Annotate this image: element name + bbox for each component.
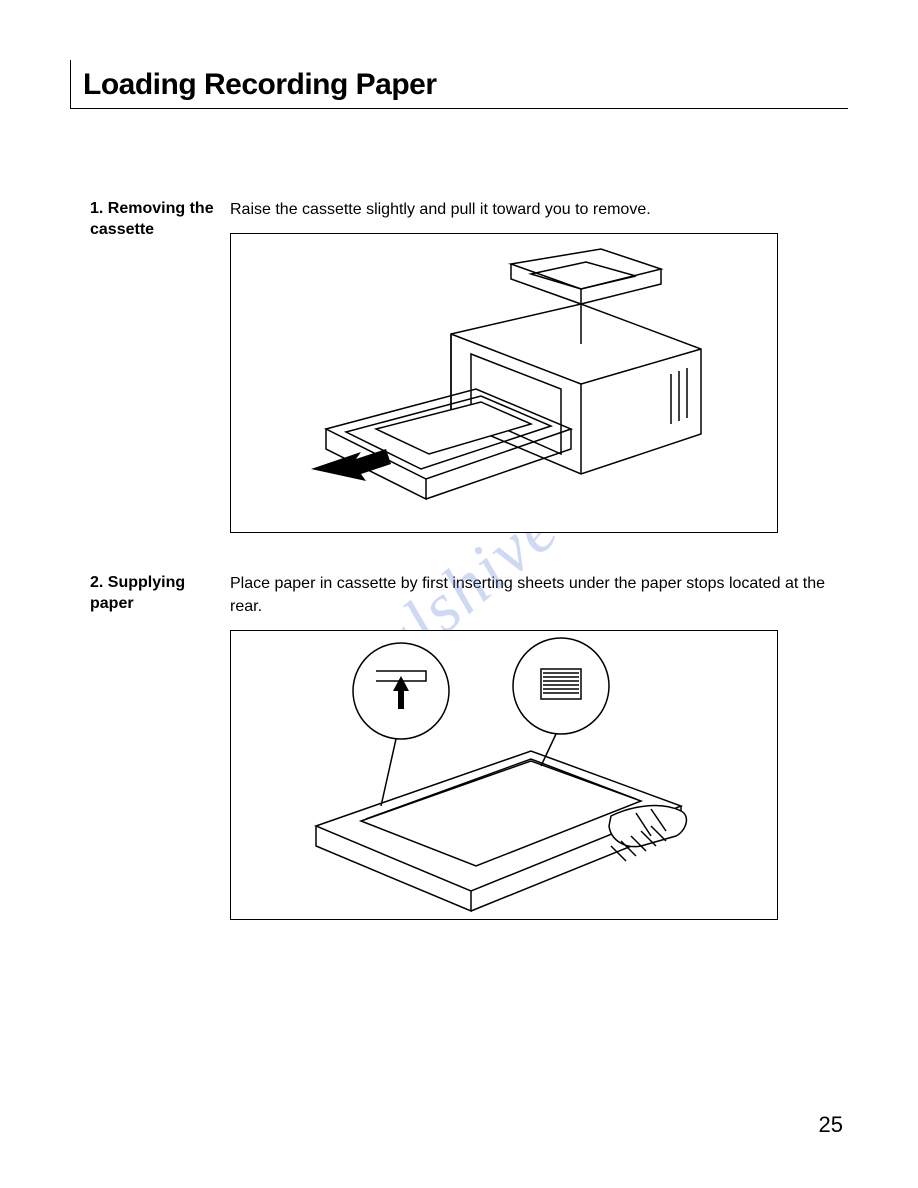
step-1-text: Raise the cassette slightly and pull it … (230, 199, 848, 221)
step-1-label-text: Removing the cassette (90, 200, 214, 238)
step-2-content: Place paper in cassette by first inserti… (230, 573, 848, 920)
step-1-number: 1. (90, 200, 103, 217)
step-2-label-text: Supplying paper (90, 574, 185, 612)
page-number: 25 (819, 1112, 843, 1138)
illustration-paper-insert (230, 630, 778, 920)
step-1: 1. Removing the cassette Raise the casse… (70, 199, 848, 533)
title-block: Loading Recording Paper (70, 60, 848, 109)
step-1-content: Raise the cassette slightly and pull it … (230, 199, 848, 533)
step-2: 2. Supplying paper Place paper in casset… (70, 573, 848, 920)
step-2-number: 2. (90, 574, 103, 591)
step-1-label: 1. Removing the cassette (70, 199, 230, 241)
page-title: Loading Recording Paper (83, 68, 848, 102)
step-2-text: Place paper in cassette by first inserti… (230, 573, 848, 618)
step-2-label: 2. Supplying paper (70, 573, 230, 615)
illustration-printer-cassette (230, 233, 778, 533)
